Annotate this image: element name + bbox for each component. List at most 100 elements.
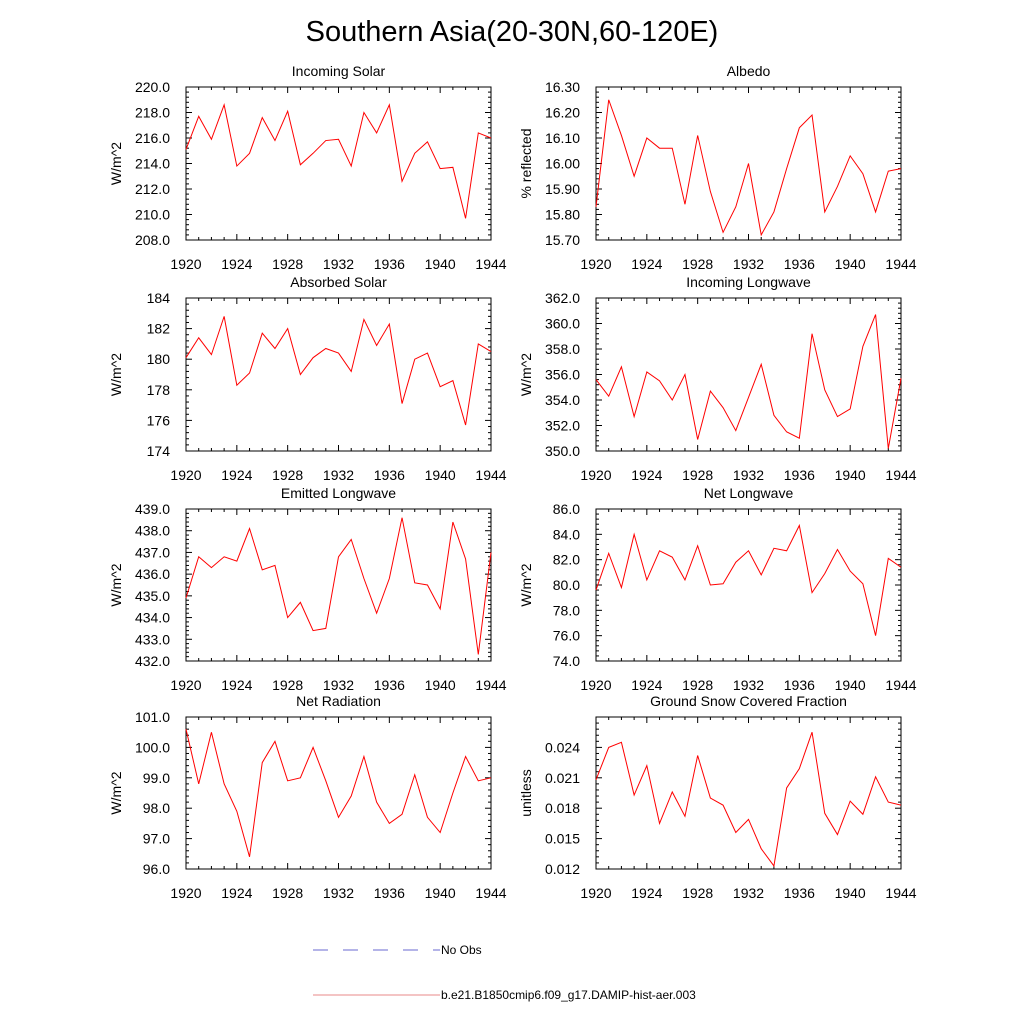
- x-tick-label: 1944: [475, 885, 506, 901]
- x-tick-label: 1932: [733, 467, 764, 483]
- x-tick-label: 1924: [221, 256, 252, 272]
- y-tick-label: 178: [147, 382, 171, 398]
- panel-ground-snow-covered-fraction: 1920 1924 1928 1932 1936 1940 1944 0.012 0.015 0.…: [518, 693, 917, 901]
- y-tick-label: 437.0: [135, 544, 170, 560]
- y-axis-label: W/m^2: [108, 142, 124, 185]
- panel-emitted-longwave: 1920 1924 1928 1932 1936 1940 1944 432.0 433.0 43…: [108, 485, 507, 693]
- y-axis-label: % reflected: [518, 128, 534, 198]
- panel-title: Ground Snow Covered Fraction: [650, 693, 847, 709]
- y-tick-label: 98.0: [143, 800, 170, 816]
- x-tick-label: 1944: [475, 677, 506, 693]
- x-tick-label: 1944: [475, 256, 506, 272]
- x-tick-label: 1928: [682, 256, 713, 272]
- y-tick-label: 358.0: [545, 341, 580, 357]
- series-line-ground-snow-covered-fraction: [595, 732, 902, 868]
- x-tick-label: 1920: [580, 677, 611, 693]
- x-tick-label: 1940: [835, 256, 866, 272]
- x-tick-label: 1944: [885, 256, 916, 272]
- y-tick-label: 208.0: [135, 232, 170, 248]
- plot-frame: [595, 297, 902, 452]
- y-tick-label: 76.0: [553, 628, 580, 644]
- panel-title: Incoming Solar: [292, 63, 386, 79]
- x-tick-label: 1932: [323, 885, 354, 901]
- x-tick-label: 1928: [272, 256, 303, 272]
- panel-title: Net Longwave: [704, 485, 794, 501]
- y-tick-label: 80.0: [553, 577, 580, 593]
- panel-title: Net Radiation: [296, 693, 381, 709]
- y-tick-label: 356.0: [545, 367, 580, 383]
- series-line-net-longwave: [595, 523, 902, 636]
- x-tick-label: 1920: [580, 256, 611, 272]
- y-tick-label: 174: [147, 443, 171, 459]
- tick-marks: [595, 508, 902, 662]
- y-tick-label: 438.0: [135, 523, 170, 539]
- x-tick-label: 1928: [682, 467, 713, 483]
- y-tick-label: 220.0: [135, 79, 170, 95]
- y-tick-label: 182: [147, 321, 171, 337]
- legend-model-label: b.e21.B1850cmip6.f09_g17.DAMIP-hist-aer.…: [441, 988, 696, 1002]
- y-tick-label: 84.0: [553, 526, 580, 542]
- y-tick-label: 15.90: [545, 181, 580, 197]
- panel-title: Albedo: [727, 63, 771, 79]
- plot-frame: [185, 86, 492, 241]
- x-tick-label: 1936: [374, 885, 405, 901]
- x-tick-label: 1940: [425, 885, 456, 901]
- tick-marks: [185, 297, 492, 452]
- y-tick-label: 0.021: [545, 770, 580, 786]
- x-tick-label: 1924: [221, 885, 252, 901]
- y-tick-label: 96.0: [143, 861, 170, 877]
- y-tick-label: 99.0: [143, 770, 170, 786]
- x-tick-label: 1920: [170, 885, 201, 901]
- panels: 1920 1924 1928 1932 1936 1940 1944 208.0 210.0 21…: [108, 63, 917, 901]
- x-tick-label: 1936: [784, 885, 815, 901]
- tick-marks: [185, 86, 492, 241]
- figure-title: Southern Asia(20-30N,60-120E): [306, 16, 719, 48]
- y-tick-label: 100.0: [135, 739, 170, 755]
- y-tick-label: 214.0: [135, 156, 170, 172]
- x-tick-label: 1940: [835, 467, 866, 483]
- panel-absorbed-solar: 1920 1924 1928 1932 1936 1940 1944 174 176 178 180…: [108, 274, 507, 483]
- x-tick-label: 1920: [580, 467, 611, 483]
- x-tick-label: 1928: [682, 677, 713, 693]
- y-tick-label: 218.0: [135, 105, 170, 121]
- x-tick-label: 1936: [374, 467, 405, 483]
- series-line-emitted-longwave: [185, 517, 492, 655]
- y-tick-label: 360.0: [545, 316, 580, 332]
- x-tick-label: 1940: [835, 885, 866, 901]
- x-tick-label: 1936: [784, 677, 815, 693]
- y-tick-label: 0.024: [545, 739, 580, 755]
- x-tick-label: 1932: [323, 467, 354, 483]
- plot-frame: [595, 716, 902, 870]
- plot-frame: [185, 508, 492, 662]
- x-tick-label: 1920: [170, 677, 201, 693]
- y-tick-label: 0.012: [545, 861, 580, 877]
- x-tick-label: 1928: [272, 467, 303, 483]
- series-line-albedo: [595, 99, 902, 237]
- tick-marks: [185, 508, 492, 662]
- y-tick-label: 432.0: [135, 653, 170, 669]
- tick-marks: [595, 297, 902, 452]
- y-tick-label: 15.70: [545, 232, 580, 248]
- x-tick-label: 1940: [835, 677, 866, 693]
- x-tick-label: 1932: [323, 256, 354, 272]
- y-tick-label: 184: [147, 290, 171, 306]
- x-tick-label: 1940: [425, 677, 456, 693]
- tick-marks: [185, 716, 492, 870]
- plot-frame: [595, 508, 902, 662]
- plot-frame: [185, 716, 492, 870]
- x-tick-label: 1944: [885, 677, 916, 693]
- series-line-net-radiation: [185, 729, 492, 857]
- x-tick-label: 1932: [323, 677, 354, 693]
- panel-net-radiation: 1920 1924 1928 1932 1936 1940 1944 96.0 97.0 98.0…: [108, 693, 507, 901]
- y-tick-label: 434.0: [135, 610, 170, 626]
- y-tick-label: 16.00: [545, 156, 580, 172]
- y-tick-label: 210.0: [135, 207, 170, 223]
- x-tick-label: 1936: [374, 677, 405, 693]
- tick-marks: [595, 86, 902, 241]
- panel-title: Incoming Longwave: [686, 274, 811, 290]
- y-tick-label: 354.0: [545, 392, 580, 408]
- y-axis-label: W/m^2: [108, 353, 124, 396]
- x-tick-label: 1920: [170, 256, 201, 272]
- y-tick-label: 352.0: [545, 418, 580, 434]
- y-tick-label: 101.0: [135, 709, 170, 725]
